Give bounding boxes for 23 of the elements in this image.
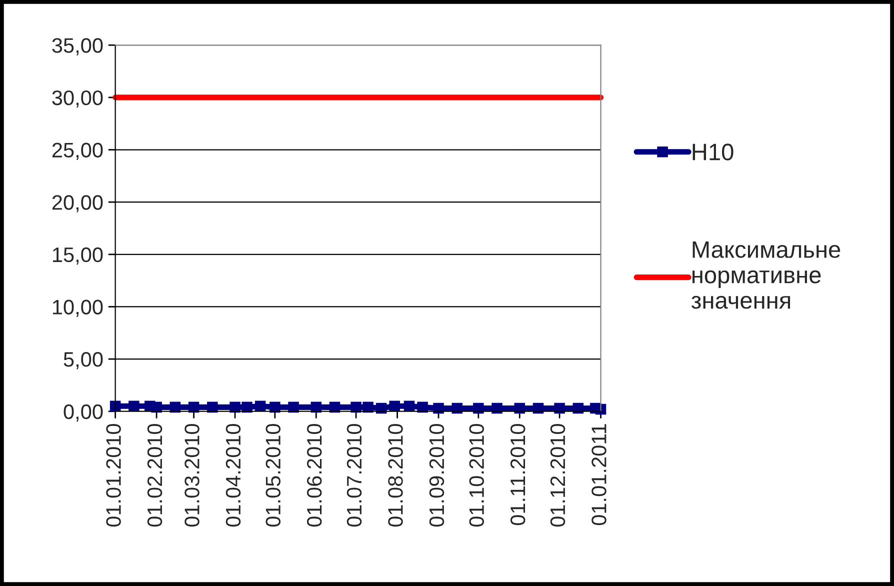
x-tick-label: 01.05.2010 xyxy=(266,424,281,527)
legend-label: H10 xyxy=(692,144,734,160)
x-tick-label: 01.09.2010 xyxy=(429,424,444,527)
x-tick-label: 01.07.2010 xyxy=(346,424,362,527)
x-tick-label: 01.06.2010 xyxy=(306,424,322,527)
x-tick-label: 01.02.2010 xyxy=(147,424,162,527)
y-tick-label: 10,00 xyxy=(52,300,103,317)
legend-label: Максимальне нормативне значення xyxy=(691,241,840,309)
y-tick-label: 25,00 xyxy=(52,142,103,160)
x-tick-label: 01.03.2010 xyxy=(184,424,200,527)
x-tick-label: 01.11.2010 xyxy=(510,424,526,526)
x-tick-label: 01.08.2010 xyxy=(388,424,403,527)
y-tick-label: 20,00 xyxy=(52,195,103,212)
y-tick-label: 30,00 xyxy=(52,90,103,108)
x-tick-label: 01.01.2010 xyxy=(106,424,121,527)
x-tick-label: 01.04.2010 xyxy=(226,424,241,527)
y-tick-label: 0,00 xyxy=(64,404,103,422)
x-tick-label: 01.10.2010 xyxy=(469,424,484,527)
y-tick-label: 5,00 xyxy=(64,352,103,370)
y-tick-label: 35,00 xyxy=(52,38,103,56)
y-tick-label: 15,00 xyxy=(52,247,103,265)
x-tick-label: 01.12.2010 xyxy=(550,424,566,527)
x-tick-label: 01.01.2011 xyxy=(592,424,606,526)
